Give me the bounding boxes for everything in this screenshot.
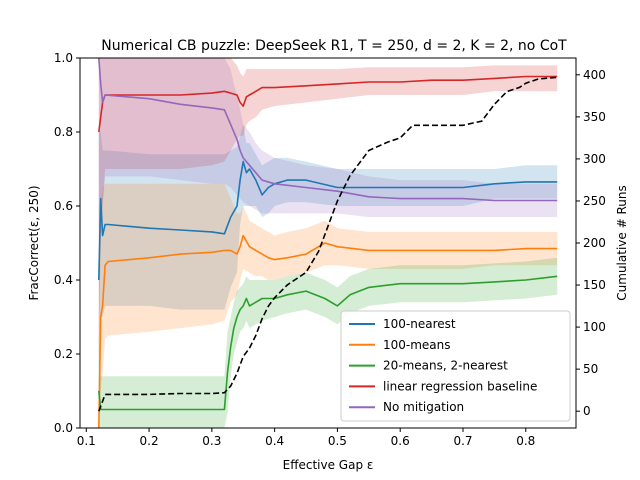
y-tick-label: 0.4 bbox=[54, 273, 73, 287]
legend: 100-nearest 100-means 20-means, 2-nearest l… bbox=[340, 310, 571, 422]
series-lines bbox=[98, 57, 558, 429]
legend-label-100-means: 100-means bbox=[383, 338, 451, 352]
x-axis-ticks: 0.1 0.2 0.3 0.4 0.5 0.6 0.7 0.8 bbox=[77, 428, 535, 448]
y-tick-label: 0.0 bbox=[54, 421, 73, 435]
y2-tick-label: 100 bbox=[583, 320, 606, 334]
band-20-means-2-nearest bbox=[98, 257, 558, 428]
line-linear-regression-baseline bbox=[98, 75, 558, 133]
line-cumulative-runs bbox=[98, 76, 558, 412]
legend-label-100-nearest: 100-nearest bbox=[383, 317, 456, 331]
y-axis-ticks: 0.0 0.2 0.4 0.6 0.8 1.0 bbox=[54, 51, 80, 435]
y2-tick-label: 0 bbox=[583, 404, 591, 418]
legend-label-20-means-2-nearest: 20-means, 2-nearest bbox=[383, 359, 508, 373]
y2-tick-label: 50 bbox=[583, 362, 598, 376]
band-100-nearest bbox=[98, 124, 558, 428]
band-no-mitigation bbox=[98, 58, 558, 243]
x-axis-label: Effective Gap ε bbox=[283, 458, 374, 472]
line-100-means bbox=[98, 234, 558, 429]
y-tick-label: 0.8 bbox=[54, 125, 73, 139]
y2-tick-label: 150 bbox=[583, 278, 606, 292]
legend-box bbox=[340, 310, 571, 422]
confidence-bands bbox=[98, 58, 558, 428]
line-no-mitigation bbox=[98, 57, 558, 202]
y2-tick-label: 350 bbox=[583, 110, 606, 124]
x-tick-label: 0.6 bbox=[391, 434, 410, 448]
line-100-nearest bbox=[98, 160, 558, 281]
y2-tick-label: 400 bbox=[583, 68, 606, 82]
y2-axis-label: Cumulative # Runs bbox=[615, 185, 629, 300]
y2-tick-label: 300 bbox=[583, 152, 606, 166]
x-tick-label: 0.8 bbox=[516, 434, 535, 448]
x-tick-label: 0.5 bbox=[328, 434, 347, 448]
x-tick-label: 0.4 bbox=[265, 434, 284, 448]
y-tick-label: 0.6 bbox=[54, 199, 73, 213]
y2-axis-ticks: 0 50 100 150 200 250 300 350 400 bbox=[576, 68, 606, 418]
line-20-means-2-nearest bbox=[98, 275, 558, 411]
x-tick-label: 0.2 bbox=[140, 434, 159, 448]
y2-tick-label: 250 bbox=[583, 194, 606, 208]
x-tick-label: 0.3 bbox=[202, 434, 221, 448]
x-tick-label: 0.1 bbox=[77, 434, 96, 448]
cumulative-runs-group bbox=[98, 76, 558, 412]
x-tick-label: 0.7 bbox=[453, 434, 472, 448]
band-linear-regression-baseline bbox=[98, 58, 558, 354]
y-tick-label: 0.2 bbox=[54, 347, 73, 361]
band-100-means bbox=[98, 183, 558, 428]
legend-label-no-mitigation: No mitigation bbox=[383, 400, 464, 414]
chart-title: Numerical CB puzzle: DeepSeek R1, T = 25… bbox=[101, 38, 567, 54]
legend-label-linear-regression-baseline: linear regression baseline bbox=[383, 379, 537, 393]
y-tick-label: 1.0 bbox=[54, 51, 73, 65]
y2-tick-label: 200 bbox=[583, 236, 606, 250]
y-axis-label: FracCorrect(ε, 250) bbox=[27, 185, 41, 300]
